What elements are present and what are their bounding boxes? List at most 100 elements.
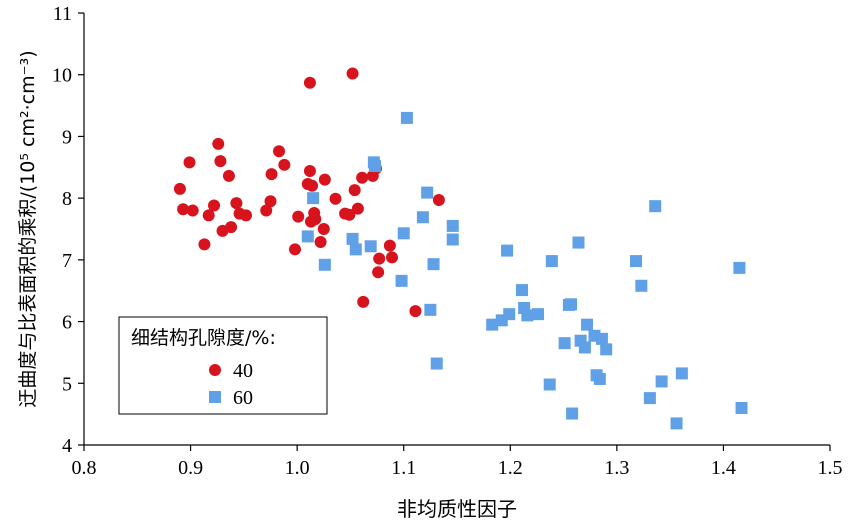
x-tick-label: 1.4 <box>711 457 736 479</box>
x-axis-ticks: 0.8 0.9 1.0 1.1 1.2 1.3 1.4 1.5 <box>72 445 843 479</box>
y-tick-label: 10 <box>52 65 72 87</box>
legend: 细结构孔隙度/%: 40 60 <box>118 316 328 415</box>
data-point-60 <box>565 298 578 311</box>
data-point-40 <box>222 169 235 182</box>
data-point-40 <box>214 155 227 168</box>
data-point-40 <box>273 145 286 158</box>
data-point-40 <box>357 295 370 308</box>
legend-label-60: 60 <box>233 387 253 409</box>
data-point-40 <box>183 156 196 169</box>
data-point-40 <box>186 204 199 217</box>
data-point-40 <box>303 76 316 89</box>
y-tick-label: 8 <box>62 188 72 210</box>
data-point-60 <box>630 255 643 268</box>
data-point-60 <box>675 367 688 380</box>
plot-area <box>83 13 830 446</box>
data-point-40 <box>343 208 356 221</box>
data-point-40 <box>329 192 342 205</box>
data-point-40 <box>208 199 221 212</box>
legend-label-40: 40 <box>233 360 253 382</box>
data-point-60 <box>566 407 579 420</box>
data-point-40 <box>225 221 238 234</box>
data-point-60 <box>581 318 594 331</box>
data-point-60 <box>655 375 668 388</box>
data-points <box>173 67 748 430</box>
data-point-60 <box>430 357 443 370</box>
data-point-60 <box>643 392 656 405</box>
data-point-40 <box>198 238 211 251</box>
y-tick-label: 7 <box>62 250 72 272</box>
data-point-60 <box>424 303 437 316</box>
data-point-40 <box>292 210 305 223</box>
data-point-60 <box>516 284 529 297</box>
x-tick-label: 1.0 <box>285 457 310 479</box>
data-point-40 <box>230 197 243 210</box>
data-point-40 <box>373 252 386 265</box>
data-point-60 <box>501 244 514 257</box>
data-point-40 <box>372 266 385 279</box>
data-point-60 <box>521 309 534 322</box>
data-point-40 <box>289 243 302 256</box>
data-point-40 <box>317 223 330 235</box>
data-point-40 <box>409 305 422 318</box>
y-tick-label: 6 <box>62 312 72 334</box>
data-point-40 <box>239 209 252 222</box>
data-point-40 <box>303 164 316 177</box>
data-point-60 <box>446 233 459 246</box>
data-point-40 <box>385 251 398 264</box>
data-point-60 <box>670 417 683 430</box>
x-tick-label: 1.5 <box>818 457 843 479</box>
data-point-40 <box>265 168 278 181</box>
data-point-40 <box>173 182 186 195</box>
data-point-40 <box>264 195 277 208</box>
data-point-60 <box>318 258 331 271</box>
data-point-60 <box>635 279 648 292</box>
data-point-60 <box>572 236 585 249</box>
x-axis-label: 非均质性因子 <box>397 497 517 521</box>
data-point-60 <box>600 343 613 356</box>
data-point-60 <box>397 227 410 240</box>
data-point-60 <box>349 243 362 256</box>
data-point-60 <box>735 401 748 414</box>
data-point-40 <box>314 235 327 248</box>
data-point-60 <box>395 274 408 287</box>
legend-marker-40 <box>209 364 221 376</box>
data-point-40 <box>383 239 396 252</box>
data-point-40 <box>309 213 322 226</box>
data-point-60 <box>427 258 440 271</box>
data-point-60 <box>595 332 608 345</box>
data-point-60 <box>733 261 746 274</box>
x-tick-label: 0.9 <box>178 457 203 479</box>
data-point-40 <box>202 209 215 222</box>
y-tick-label: 5 <box>62 373 72 395</box>
data-point-60 <box>307 192 320 205</box>
data-point-60 <box>368 160 381 173</box>
data-point-40 <box>177 203 190 216</box>
data-point-60 <box>364 240 377 253</box>
x-tick-label: 1.3 <box>604 457 629 479</box>
y-axis-ticks: 4 5 6 7 8 9 10 11 <box>52 3 84 457</box>
y-tick-label: 9 <box>62 126 72 148</box>
data-point-40 <box>351 202 364 215</box>
data-point-60 <box>545 255 558 268</box>
data-point-40 <box>346 67 359 80</box>
data-point-40 <box>212 137 225 150</box>
x-tick-label: 1.1 <box>391 457 416 479</box>
data-point-60 <box>531 308 544 321</box>
data-point-60 <box>301 230 314 243</box>
legend-marker-60 <box>209 391 221 403</box>
data-point-40 <box>348 184 361 197</box>
data-point-60 <box>578 341 591 354</box>
x-tick-label: 1.2 <box>498 457 523 479</box>
y-tick-label: 4 <box>62 435 72 457</box>
data-point-60 <box>503 308 516 321</box>
y-tick-label: 11 <box>53 3 72 25</box>
data-point-60 <box>543 378 556 391</box>
legend-box <box>118 316 328 415</box>
data-point-40 <box>432 193 445 206</box>
x-tick-label: 0.8 <box>72 457 97 479</box>
data-point-60 <box>558 337 571 350</box>
data-point-40 <box>306 179 319 192</box>
data-point-60 <box>446 219 459 232</box>
